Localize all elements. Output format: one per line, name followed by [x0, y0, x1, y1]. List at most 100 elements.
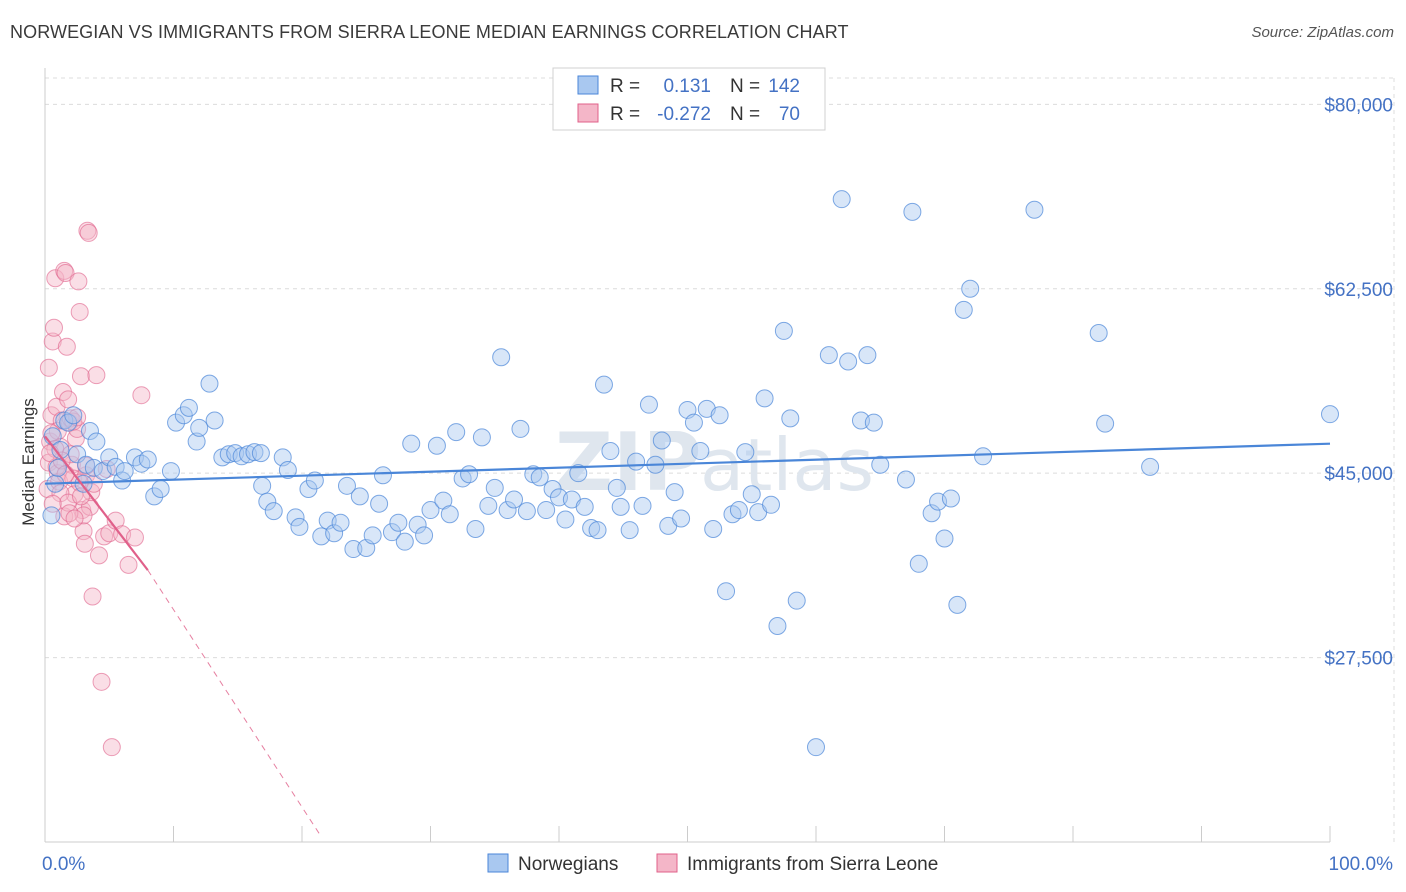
- data-point: [115, 462, 134, 481]
- data-point: [389, 513, 408, 532]
- data-point: [258, 492, 277, 511]
- data-point: [819, 346, 838, 365]
- data-point: [80, 422, 99, 441]
- data-point: [774, 321, 793, 340]
- data-point: [768, 616, 787, 635]
- data-point: [479, 496, 498, 515]
- x-tick-label: 100.0%: [1329, 854, 1394, 875]
- data-point: [1025, 200, 1044, 219]
- legend-swatch-sierra-leone: [577, 103, 599, 123]
- data-point: [1321, 405, 1339, 424]
- data-point: [594, 375, 613, 394]
- data-point: [60, 504, 79, 523]
- data-point: [402, 434, 421, 453]
- data-point: [145, 487, 164, 506]
- data-point: [537, 501, 556, 520]
- data-point: [704, 520, 723, 539]
- data-point: [87, 366, 106, 385]
- data-point: [200, 374, 219, 393]
- chart-title: NORWEGIAN VS IMMIGRANTS FROM SIERRA LEON…: [10, 22, 849, 42]
- data-point: [505, 490, 524, 509]
- watermark-zip: ZIP: [555, 416, 701, 509]
- y-tick-labels: $27,500 $45,000 $62,500 $80,000: [1324, 95, 1393, 669]
- data-point: [460, 465, 479, 484]
- watermark: ZIP atlas: [555, 416, 874, 509]
- y-tick-label: $62,500: [1324, 280, 1393, 301]
- data-point: [607, 478, 626, 497]
- data-point: [961, 279, 980, 298]
- legend-swatch-norwegians: [577, 75, 599, 95]
- data-point: [84, 474, 103, 493]
- data-point: [684, 413, 703, 432]
- data-point: [691, 442, 710, 461]
- data-point: [370, 494, 389, 513]
- data-point: [382, 523, 401, 542]
- data-point: [736, 443, 755, 462]
- data-point: [858, 346, 877, 365]
- y-tick-label: $45,000: [1324, 464, 1393, 485]
- x-tick-labels: 0.0% 100.0%: [42, 854, 1393, 875]
- data-point: [239, 445, 258, 464]
- data-point: [350, 487, 369, 506]
- data-point: [781, 409, 800, 428]
- data-point: [941, 489, 960, 508]
- data-point: [70, 302, 89, 321]
- data-point: [57, 337, 76, 356]
- data-point: [787, 591, 806, 610]
- data-point: [100, 448, 119, 467]
- legend-n-label: N =: [730, 76, 760, 97]
- data-point: [205, 411, 224, 430]
- data-point: [132, 386, 151, 405]
- data-point: [511, 419, 530, 438]
- bottom-legend-sierra-leone: Immigrants from Sierra Leone: [687, 854, 938, 875]
- data-point: [575, 497, 594, 516]
- data-point: [43, 332, 62, 351]
- series-legend: Norwegians Immigrants from Sierra Leone: [487, 853, 938, 875]
- data-point: [627, 452, 646, 471]
- data-point: [43, 494, 62, 513]
- legend-r-label: R =: [610, 76, 640, 97]
- data-point: [290, 517, 309, 536]
- data-point: [331, 513, 350, 532]
- correlation-legend: R = 0.131 N = 142 R = -0.272 N = 70: [552, 67, 826, 131]
- data-point: [588, 521, 607, 540]
- data-point: [95, 527, 114, 546]
- data-point: [161, 462, 180, 481]
- legend-r-value: 0.131: [663, 76, 711, 97]
- data-point: [44, 318, 63, 337]
- data-point: [639, 395, 658, 414]
- data-point: [167, 413, 186, 432]
- data-point: [582, 518, 601, 537]
- data-point: [864, 413, 883, 432]
- data-point: [839, 352, 858, 371]
- data-point: [125, 528, 144, 547]
- data-point: [151, 479, 170, 498]
- data-point: [620, 521, 639, 540]
- data-point: [68, 445, 87, 464]
- data-point: [56, 263, 75, 282]
- data-point: [187, 432, 206, 451]
- data-point: [556, 510, 575, 529]
- data-point: [871, 455, 890, 474]
- data-point: [1096, 414, 1115, 433]
- data-point: [59, 390, 78, 409]
- data-point: [102, 738, 121, 757]
- data-point: [92, 672, 111, 691]
- data-point: [373, 466, 392, 485]
- trend-line-sierra-leone: [44, 435, 149, 571]
- data-point: [51, 440, 70, 459]
- data-point: [69, 272, 88, 291]
- data-point: [762, 495, 781, 514]
- data-point: [421, 501, 440, 520]
- data-point: [492, 348, 511, 367]
- data-point: [264, 502, 283, 521]
- watermark-atlas: atlas: [700, 423, 874, 507]
- data-point: [717, 582, 736, 601]
- data-point: [119, 555, 138, 574]
- data-point: [79, 223, 98, 242]
- data-point: [652, 431, 671, 450]
- data-point: [807, 738, 825, 757]
- data-point: [742, 485, 761, 504]
- data-point: [710, 406, 729, 425]
- data-point: [278, 461, 297, 480]
